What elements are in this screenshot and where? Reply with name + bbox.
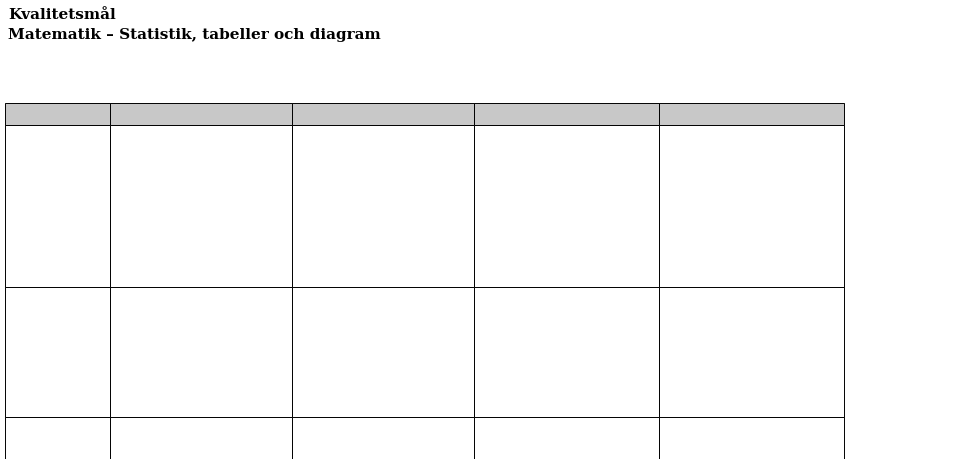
Text: Väljer bästa uttrycksform för att
beskriva statistisk information.
Utvärderar ol: Väljer bästa uttrycksform för att beskri… bbox=[663, 128, 845, 200]
Text: Reflekterar över samband
mellan statistik och olika
skolämnen. Reflekterar
över : Reflekterar över samband mellan statisti… bbox=[296, 420, 443, 459]
Text: Använder olika typer av diagram
och tabeller vid sammanställning
av data. Visa s: Använder olika typer av diagram och tabe… bbox=[478, 128, 666, 200]
Text: Reflekterar över statistikens
uttrycksformer.: Reflekterar över statistikens uttrycksfo… bbox=[114, 420, 275, 442]
Bar bbox=[659, 417, 844, 459]
Bar bbox=[474, 287, 659, 417]
Text: Kriterium: Kriterium bbox=[9, 106, 79, 119]
Bar bbox=[110, 125, 292, 287]
Bar bbox=[5, 287, 110, 417]
Bar bbox=[292, 125, 474, 287]
Bar bbox=[5, 417, 110, 459]
Bar bbox=[659, 287, 844, 417]
Bar bbox=[110, 103, 292, 125]
Text: Kvalitet 3: Kvalitet 3 bbox=[478, 106, 547, 119]
Bar bbox=[474, 125, 659, 287]
Text: Sammanställer data i enkla
tabeller och diagram.
Beräknar median och
medelvärde.: Sammanställer data i enkla tabeller och … bbox=[296, 128, 451, 200]
Text: Reflektera
över
betydelsen: Reflektera över betydelsen bbox=[9, 420, 77, 458]
Text: Söker, analyserar och drar
slutsatser ur statistisk
information. Framför och
arg: Söker, analyserar och drar slutsatser ur… bbox=[663, 290, 849, 380]
Text: Matematik – Statistik, tabeller och diagram: Matematik – Statistik, tabeller och diag… bbox=[8, 28, 381, 42]
Bar bbox=[5, 125, 110, 287]
Text: Följa, förstå
och pröva: Följa, förstå och pröva bbox=[9, 290, 83, 315]
Bar bbox=[292, 103, 474, 125]
Bar bbox=[5, 103, 110, 125]
Text: Använda,
utveckla och
uttrycka: Använda, utveckla och uttrycka bbox=[9, 128, 88, 166]
Bar bbox=[474, 103, 659, 125]
Text: Reflekterar över samband mellan
statistik och samhälle. Reflekterar
över matemat: Reflekterar över samband mellan statisti… bbox=[478, 420, 672, 459]
Text: Jämför data i enkla tabeller
och diagram. Följer och
prövar matematiska
resonema: Jämför data i enkla tabeller och diagram… bbox=[296, 290, 451, 364]
Bar bbox=[292, 287, 474, 417]
Text: Kvalitet 2: Kvalitet 2 bbox=[296, 106, 364, 119]
Text: Kvalitet 4: Kvalitet 4 bbox=[663, 106, 732, 119]
Text: Kvalitet 1: Kvalitet 1 bbox=[114, 106, 182, 119]
Text: Reflekterar över statistikens
värde och begränsningar.
Reflekterar över matemati: Reflekterar över statistikens värde och … bbox=[663, 420, 838, 459]
Text: Kvalitetsmål: Kvalitetsmål bbox=[8, 8, 116, 22]
Text: Läser av enkla tabeller och
diagram. Använder både
muntliga och skriftliga
metod: Läser av enkla tabeller och diagram. Anv… bbox=[114, 128, 279, 202]
Text: Prövar och tolkar olika former av
statistik. Förstår median och
medelvärde. Tar : Prövar och tolkar olika former av statis… bbox=[478, 290, 668, 362]
Bar bbox=[110, 287, 292, 417]
Bar bbox=[474, 417, 659, 459]
Bar bbox=[110, 417, 292, 459]
Bar bbox=[292, 417, 474, 459]
Text: Förstår enkla tabeller och
diagram. Följer ett
matematiskt resonemang.
Förstår n: Förstår enkla tabeller och diagram. Följ… bbox=[114, 290, 268, 350]
Bar bbox=[659, 125, 844, 287]
Bar bbox=[659, 103, 844, 125]
